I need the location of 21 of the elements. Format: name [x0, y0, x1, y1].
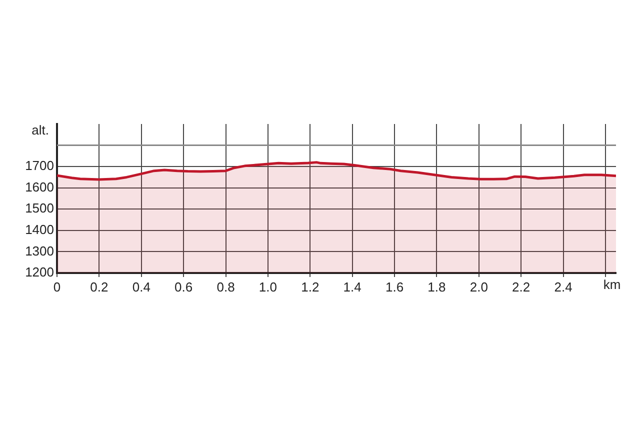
x-axis-title: km — [603, 277, 621, 292]
x-tick-label: 0.4 — [132, 279, 150, 294]
x-tick-label: 1.8 — [428, 279, 446, 294]
x-tick-label: 1.6 — [385, 279, 404, 294]
y-tick-label: 1600 — [25, 179, 54, 194]
y-tick-label: 1300 — [25, 243, 54, 258]
x-tick-label: 1.2 — [301, 279, 320, 294]
x-tick-label: 1.0 — [258, 279, 277, 294]
x-tick-label: 0 — [53, 279, 61, 294]
y-axis-title: alt. — [32, 122, 49, 138]
x-tick-label: 0.6 — [174, 279, 193, 294]
x-tick-label: 1.4 — [343, 279, 362, 294]
y-tick-label: 1400 — [25, 222, 54, 238]
x-tick-label: 0.8 — [216, 279, 235, 294]
y-tick-label: 1200 — [25, 264, 54, 280]
x-tick-label: 0.2 — [90, 279, 108, 294]
y-tick-label: 1700 — [25, 158, 54, 174]
x-tick-label: 2.2 — [512, 279, 530, 294]
y-tick-label: 1500 — [25, 200, 54, 216]
x-tick-label: 2.0 — [470, 279, 488, 294]
x-tick-label: 2.4 — [554, 279, 572, 294]
